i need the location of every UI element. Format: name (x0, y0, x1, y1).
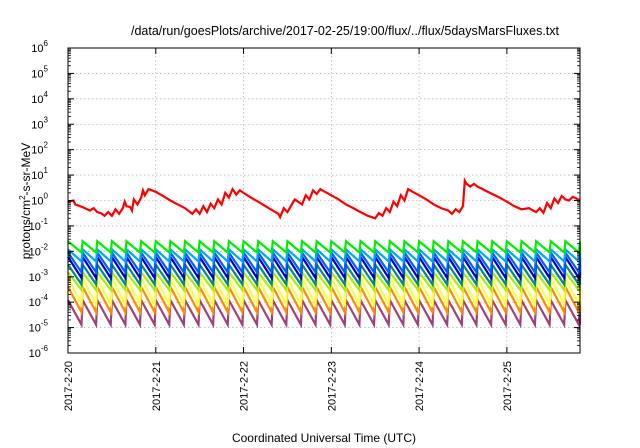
y-tick-label: 102 (31, 141, 48, 157)
y-tick-base: 10 (31, 119, 43, 131)
y-axis: 10-610-510-410-310-210-11001011021031041… (29, 39, 580, 360)
y-tick-exponent: 5 (44, 64, 49, 73)
y-tick-exponent: -2 (41, 242, 49, 251)
y-tick-base: 10 (29, 246, 41, 258)
y-tick-label: 106 (31, 39, 48, 55)
x-tick-label: 2017-2-22 (239, 361, 251, 411)
y-tick-base: 10 (31, 43, 43, 55)
y-tick-exponent: -3 (41, 268, 49, 277)
y-tick-label: 10-3 (29, 268, 49, 284)
y-tick-label: 104 (31, 90, 48, 106)
y-tick-exponent: -5 (41, 319, 49, 328)
y-tick-label: 10-5 (29, 319, 49, 335)
chart-title: /data/run/goesPlots/archive/2017-02-25/1… (131, 24, 560, 38)
y-tick-base: 10 (29, 221, 41, 233)
y-tick-label: 105 (31, 64, 48, 80)
y-tick-exponent: 0 (44, 192, 49, 201)
x-axis: 2017-2-20 2017-2-21 2017-2-22 2017-2-23 2017… (63, 48, 514, 411)
y-tick-base: 10 (31, 170, 43, 182)
x-tick-label: 2017-2-21 (151, 361, 163, 411)
sawtooth-series-line (67, 239, 582, 255)
y-tick-base: 10 (31, 68, 43, 80)
y-tick-exponent: -1 (41, 217, 49, 226)
y-tick-label: 10-4 (29, 293, 49, 309)
y-axis-label-main: protons/cm (19, 200, 33, 259)
x-tick-label: 2017-2-20 (63, 361, 75, 411)
y-axis-label: protons/cm2-s-sr-MeV (18, 143, 33, 259)
y-tick-exponent: 4 (44, 90, 49, 99)
y-tick-base: 10 (29, 348, 41, 360)
series-layer (67, 177, 582, 329)
y-tick-base: 10 (29, 297, 41, 309)
y-tick-label: 100 (31, 192, 48, 208)
x-tick-label: 2017-2-25 (502, 361, 514, 411)
x-axis-label: Coordinated Universal Time (UTC) (232, 431, 416, 445)
sawtooth-series-line (67, 296, 582, 329)
series-line (67, 177, 581, 220)
y-tick-label: 103 (31, 115, 48, 131)
y-tick-base: 10 (29, 323, 41, 335)
y-tick-base: 10 (31, 196, 43, 208)
y-tick-label: 10-1 (29, 217, 49, 233)
y-tick-base: 10 (31, 94, 43, 106)
y-axis-label-sup: 2 (18, 195, 27, 200)
x-tick-label: 2017-2-23 (326, 361, 338, 411)
y-tick-base: 10 (31, 145, 43, 157)
y-tick-exponent: -6 (41, 344, 49, 353)
y-tick-exponent: 6 (44, 39, 49, 48)
y-tick-exponent: -4 (41, 293, 49, 302)
y-tick-label: 10-2 (29, 242, 49, 258)
y-tick-exponent: 1 (44, 166, 49, 175)
y-axis-label-rest: -s-sr-MeV (19, 143, 33, 196)
y-tick-label: 101 (31, 166, 48, 182)
y-tick-label: 10-6 (29, 344, 49, 360)
y-tick-exponent: 3 (44, 115, 49, 124)
y-tick-exponent: 2 (44, 141, 49, 150)
y-tick-base: 10 (29, 272, 41, 284)
x-tick-label: 2017-2-24 (414, 361, 426, 411)
